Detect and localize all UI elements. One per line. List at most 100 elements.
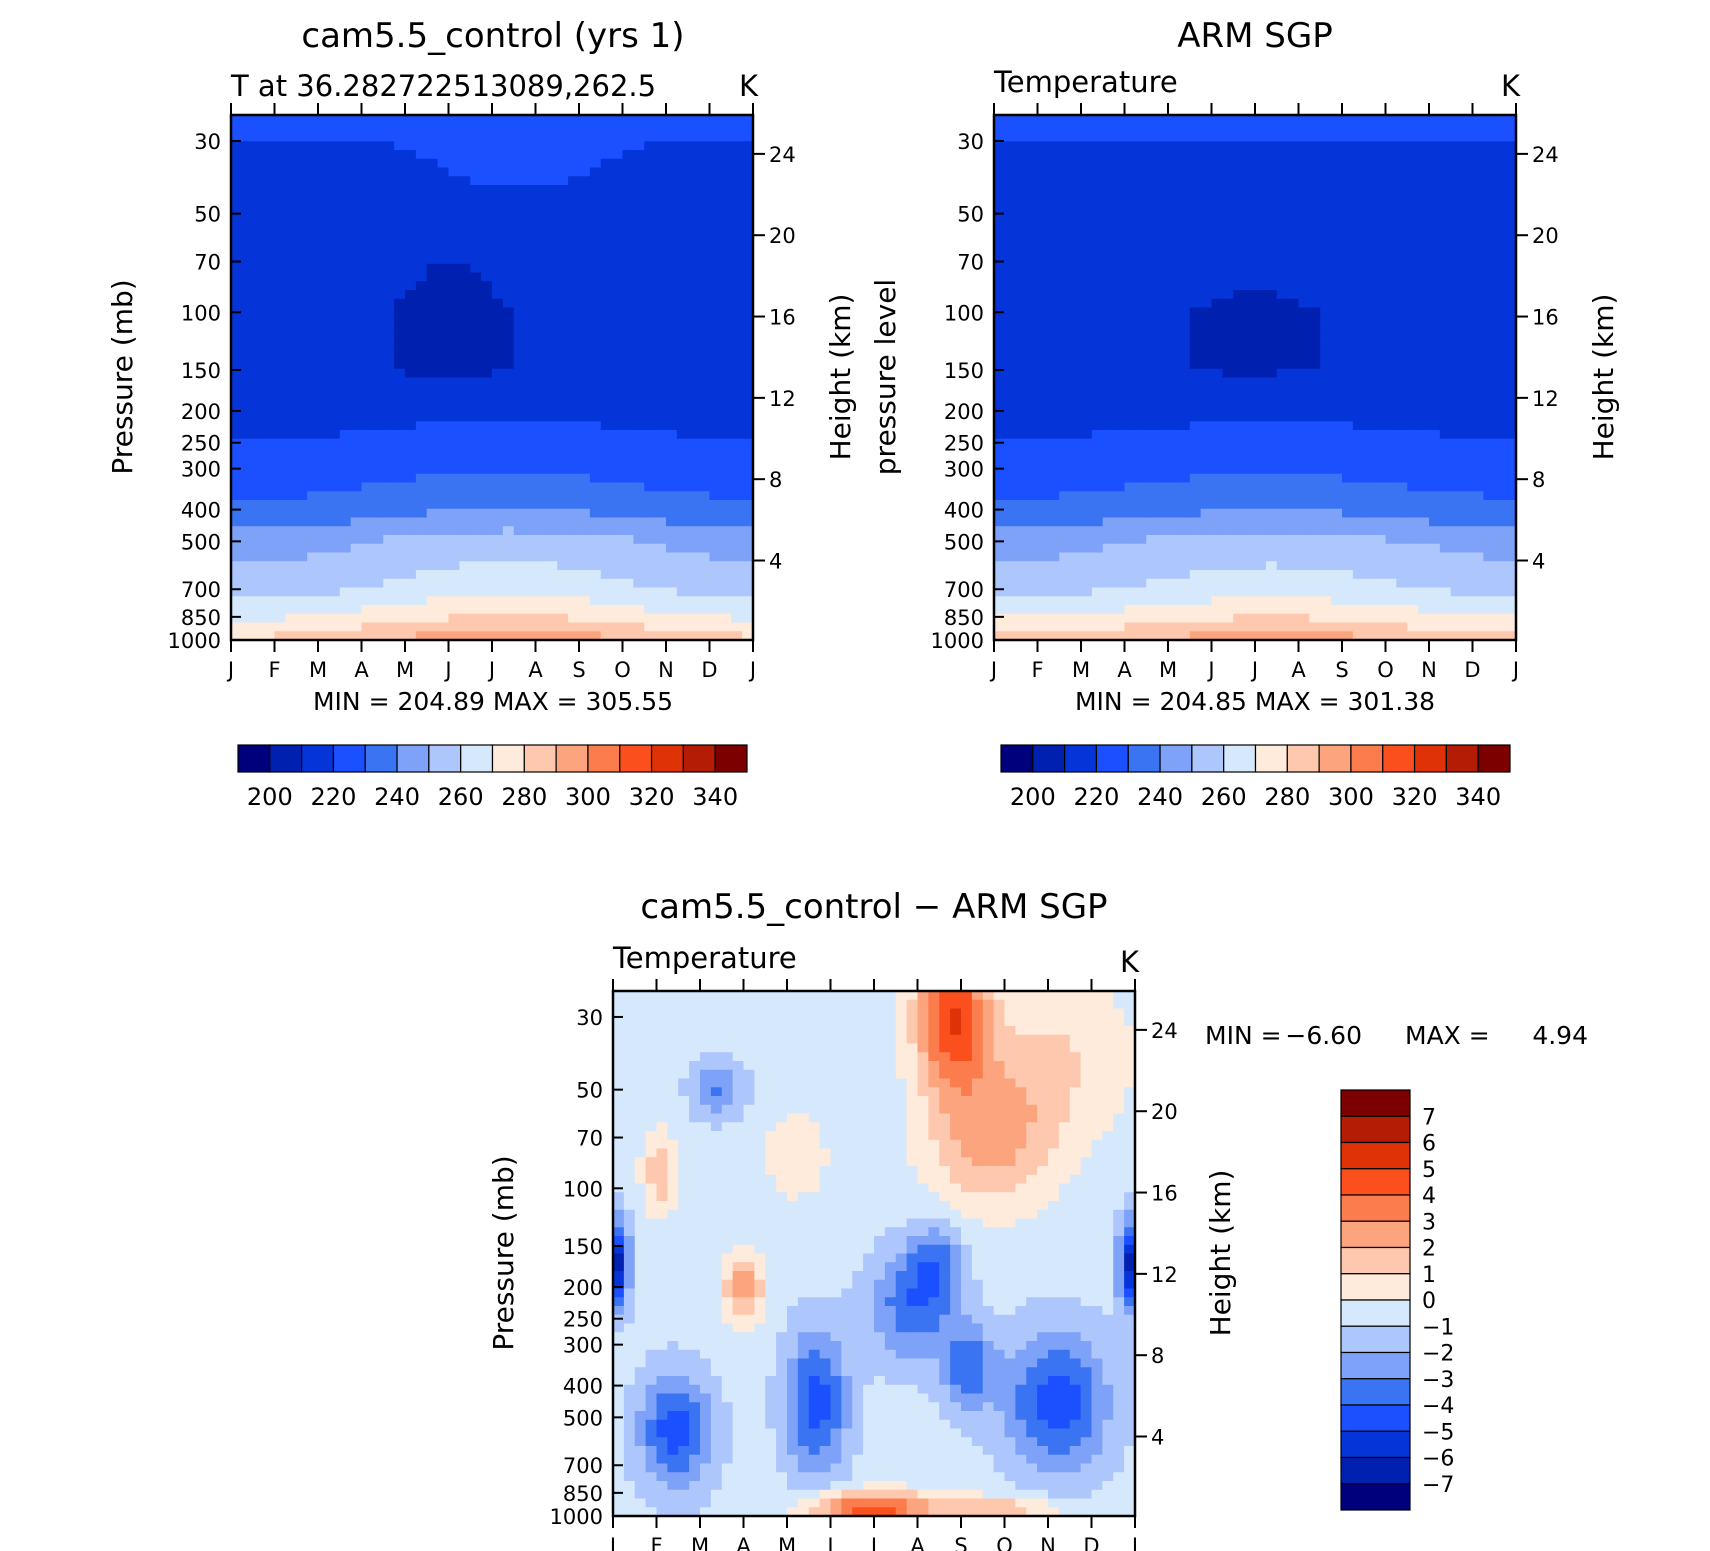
field-cell [481, 246, 493, 256]
field-cell [296, 333, 308, 344]
field-cell [274, 360, 286, 370]
field-cell [307, 395, 319, 405]
field-cell [1244, 578, 1256, 589]
field-cell [318, 500, 330, 510]
field-cell [513, 613, 526, 624]
field-cell [535, 613, 547, 624]
field-cell [1298, 281, 1310, 291]
pressure-tick-label: 50 [194, 203, 221, 227]
field-cell [1255, 185, 1267, 195]
field-cell [492, 438, 504, 449]
field-cell [502, 141, 515, 151]
field-cell [1124, 150, 1136, 160]
field-cell [1135, 430, 1147, 440]
field-cell [502, 176, 515, 186]
field-cell [1211, 587, 1223, 597]
field-cell [426, 290, 439, 300]
field-cell [557, 368, 569, 379]
field-cell [1091, 141, 1104, 151]
field-cell [470, 386, 482, 396]
field-cell [589, 622, 602, 632]
field-cell [994, 115, 1006, 125]
field-cell [1211, 290, 1223, 300]
height-tick-label: 24 [769, 143, 796, 167]
field-cell [535, 631, 547, 640]
field-cell [1059, 500, 1071, 510]
field-cell [994, 508, 1006, 519]
field-cell [546, 307, 558, 317]
field-cell [361, 570, 373, 580]
field-cell [1026, 605, 1039, 615]
field-cell [285, 316, 297, 326]
field-cell [568, 613, 580, 624]
field-cell [1091, 333, 1104, 344]
field-cell [676, 587, 689, 597]
field-cell [1026, 228, 1039, 239]
field-cell [666, 456, 678, 466]
field-cell [1070, 150, 1082, 160]
field-cell [579, 123, 591, 134]
field-cell [448, 115, 460, 125]
field-cell [252, 500, 265, 510]
field-cell [994, 491, 1006, 501]
field-cell [318, 561, 330, 571]
field-cell [1091, 263, 1104, 274]
field-cell [415, 631, 428, 640]
field-cell [994, 613, 1006, 624]
field-cell [1331, 263, 1343, 274]
field-cell [1168, 237, 1180, 247]
field-cell [339, 613, 352, 624]
field-cell [1320, 377, 1332, 387]
field-cell [600, 132, 613, 142]
field-cell [437, 473, 450, 484]
field-cell [252, 473, 265, 484]
field-cell [1004, 150, 1017, 160]
field-cell [1255, 167, 1267, 177]
field-cell [1070, 421, 1082, 431]
field-cell [1178, 255, 1191, 265]
field-cell [1146, 561, 1158, 571]
field-cell [633, 290, 645, 300]
field-cell [350, 438, 363, 449]
field-cell [644, 613, 656, 624]
field-cell [709, 237, 721, 247]
field-cell [1342, 228, 1354, 239]
field-cell [687, 508, 700, 519]
field-cell [1342, 456, 1354, 466]
field-cell [1070, 631, 1082, 640]
field-cell [535, 150, 547, 160]
field-cell [318, 596, 330, 606]
field-cell [579, 255, 591, 265]
field-cell [492, 158, 504, 169]
field-cell [492, 211, 504, 221]
field-cell [383, 237, 395, 247]
field-cell [1081, 377, 1093, 387]
field-cell [1287, 412, 1300, 422]
field-cell [1146, 430, 1158, 440]
field-cell [448, 561, 460, 571]
field-cell [1124, 351, 1136, 361]
field-cell [448, 167, 460, 177]
field-cell [1211, 307, 1223, 317]
field-cell [1265, 246, 1278, 256]
field-cell [361, 473, 373, 484]
field-cell [1015, 473, 1028, 484]
field-cell [1211, 246, 1223, 256]
field-cell [1255, 211, 1267, 221]
field-cell [1352, 193, 1365, 204]
field-cell [709, 202, 721, 212]
field-cell [1211, 438, 1223, 449]
field-cell [524, 237, 537, 247]
field-cell [655, 587, 667, 597]
field-cell [1222, 193, 1234, 204]
field-cell [698, 211, 711, 221]
field-cell [448, 456, 460, 466]
field-cell [1026, 272, 1039, 282]
field-cell [600, 570, 613, 580]
field-cell [568, 465, 580, 475]
field-cell [655, 473, 667, 484]
field-cell [676, 211, 689, 221]
field-cell [307, 508, 319, 519]
field-cell [1113, 438, 1126, 449]
field-cell [372, 517, 384, 527]
